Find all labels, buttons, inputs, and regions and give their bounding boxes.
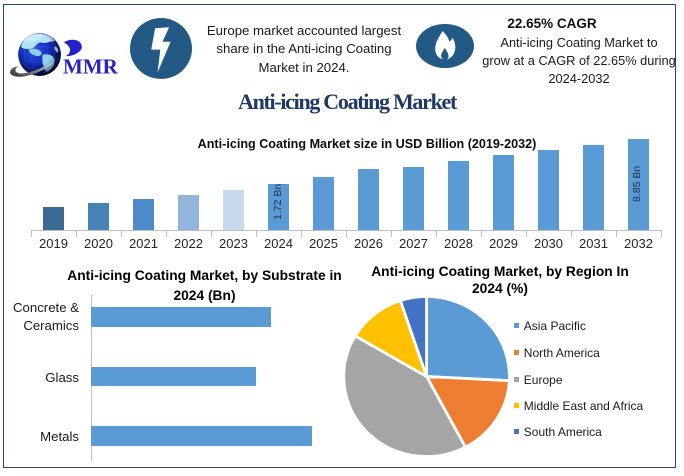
- svg-text:MMR: MMR: [63, 55, 119, 79]
